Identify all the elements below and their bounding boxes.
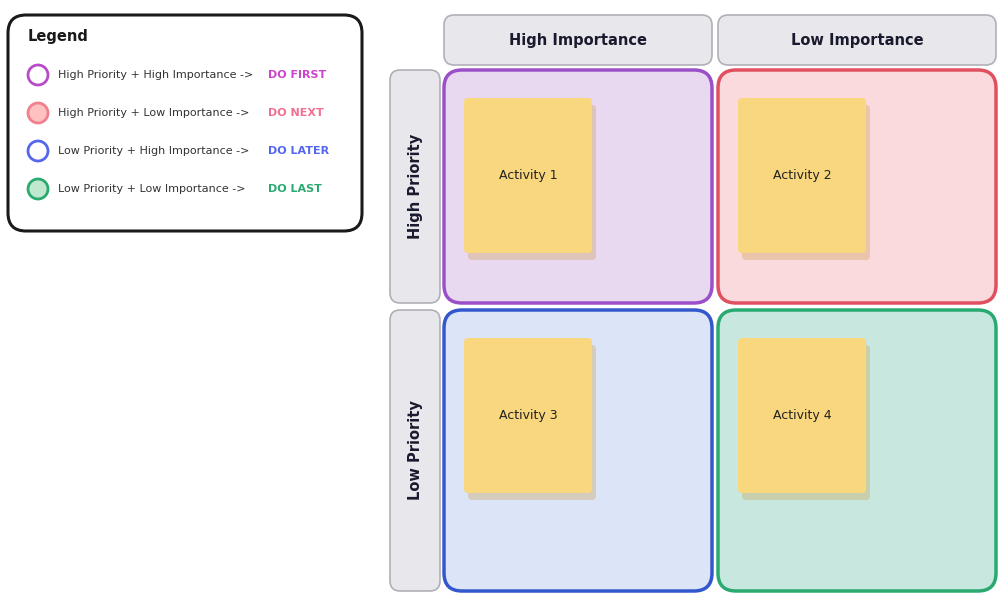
FancyBboxPatch shape xyxy=(742,105,870,260)
Text: Activity 2: Activity 2 xyxy=(773,169,831,182)
Circle shape xyxy=(28,179,48,199)
Text: Legend: Legend xyxy=(28,30,89,45)
FancyBboxPatch shape xyxy=(718,15,996,65)
FancyBboxPatch shape xyxy=(738,98,866,253)
Text: DO NEXT: DO NEXT xyxy=(268,108,323,118)
Text: DO LATER: DO LATER xyxy=(268,146,329,156)
FancyBboxPatch shape xyxy=(444,310,712,591)
FancyBboxPatch shape xyxy=(464,338,592,493)
FancyBboxPatch shape xyxy=(390,310,440,591)
Text: Low Priority: Low Priority xyxy=(407,400,422,500)
Text: Low Importance: Low Importance xyxy=(791,33,923,48)
Text: High Priority + Low Importance ->: High Priority + Low Importance -> xyxy=(58,108,249,118)
FancyBboxPatch shape xyxy=(464,98,592,253)
Text: DO LAST: DO LAST xyxy=(268,184,322,194)
Text: DO FIRST: DO FIRST xyxy=(268,70,326,80)
FancyBboxPatch shape xyxy=(444,15,712,65)
Text: Activity 3: Activity 3 xyxy=(498,409,558,422)
FancyBboxPatch shape xyxy=(718,70,996,303)
FancyBboxPatch shape xyxy=(468,105,596,260)
Text: Low Priority + High Importance ->: Low Priority + High Importance -> xyxy=(58,146,249,156)
Circle shape xyxy=(28,141,48,161)
FancyBboxPatch shape xyxy=(390,70,440,303)
FancyBboxPatch shape xyxy=(444,70,712,303)
Text: High Priority + High Importance ->: High Priority + High Importance -> xyxy=(58,70,253,80)
Circle shape xyxy=(28,65,48,85)
Text: High Priority: High Priority xyxy=(407,134,422,239)
Circle shape xyxy=(28,103,48,123)
FancyBboxPatch shape xyxy=(738,338,866,493)
Text: Activity 1: Activity 1 xyxy=(498,169,558,182)
FancyBboxPatch shape xyxy=(468,345,596,500)
FancyBboxPatch shape xyxy=(718,310,996,591)
Text: Low Priority + Low Importance ->: Low Priority + Low Importance -> xyxy=(58,184,245,194)
Text: High Importance: High Importance xyxy=(509,33,647,48)
FancyBboxPatch shape xyxy=(742,345,870,500)
Text: Activity 4: Activity 4 xyxy=(773,409,831,422)
FancyBboxPatch shape xyxy=(8,15,362,231)
